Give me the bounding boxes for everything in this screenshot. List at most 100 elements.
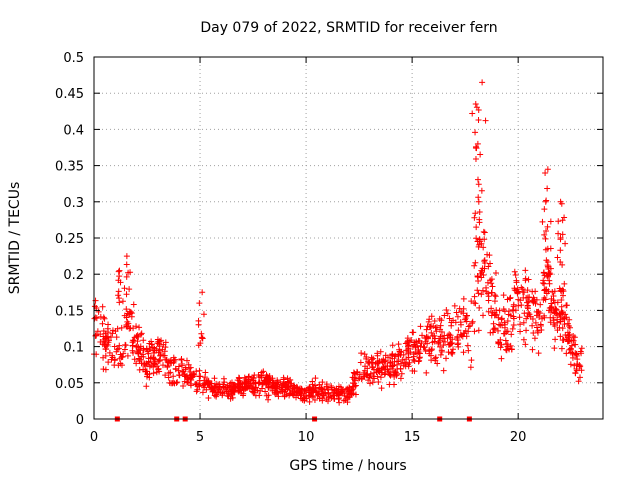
data-point [197, 340, 204, 347]
data-point [252, 392, 259, 399]
data-point [300, 394, 307, 401]
data-point [125, 320, 132, 327]
data-point [544, 245, 551, 252]
data-point [153, 363, 160, 370]
data-point [134, 348, 141, 355]
data-point [153, 346, 160, 353]
data-point [405, 354, 412, 361]
data-point [365, 360, 372, 367]
data-point [402, 340, 409, 347]
data-point [480, 228, 487, 235]
data-point [465, 323, 472, 330]
data-point [544, 166, 551, 173]
data-point [367, 371, 374, 378]
data-point [440, 367, 447, 374]
data-point [102, 352, 109, 359]
data-point [156, 356, 163, 363]
data-point [121, 285, 128, 292]
data-point [363, 355, 370, 362]
data-point [251, 386, 258, 393]
data-point [533, 308, 540, 315]
y-tick-label: 0.1 [63, 341, 84, 356]
data-point [281, 392, 288, 399]
data-point [162, 344, 169, 351]
data-point [382, 352, 389, 359]
data-point [507, 342, 514, 349]
data-point [498, 315, 505, 322]
data-point [520, 319, 527, 326]
data-point [102, 330, 109, 337]
data-point [131, 356, 138, 363]
data-point [463, 333, 470, 340]
data-point [463, 318, 470, 325]
data-point [473, 224, 480, 231]
data-point [331, 386, 338, 393]
data-point [412, 343, 419, 350]
data-point [164, 364, 171, 371]
data-point [394, 371, 401, 378]
data-point [508, 331, 515, 338]
data-point [467, 364, 474, 371]
data-point [200, 311, 207, 318]
data-point [549, 288, 556, 295]
data-point [375, 367, 382, 374]
data-point [114, 325, 121, 332]
data-point [476, 219, 483, 226]
data-point [105, 359, 112, 366]
data-point [536, 314, 543, 321]
data-point [127, 325, 134, 332]
data-point [199, 289, 206, 296]
data-point [172, 366, 179, 373]
data-point [460, 349, 467, 356]
data-point [411, 339, 418, 346]
data-point [229, 394, 236, 401]
data-point [375, 378, 382, 385]
data-point [465, 347, 472, 354]
data-point [402, 360, 409, 367]
data-point [206, 384, 213, 391]
data-point [455, 327, 462, 334]
data-point [111, 357, 118, 364]
data-point [165, 370, 172, 377]
data-point [92, 332, 99, 339]
data-point [474, 176, 481, 183]
data-point [518, 284, 525, 291]
data-point [471, 299, 478, 306]
data-point [113, 334, 120, 341]
data-point [536, 310, 543, 317]
data-point [180, 368, 187, 375]
data-point [478, 267, 485, 274]
data-point [440, 335, 447, 342]
data-point [429, 333, 436, 340]
data-point [505, 308, 512, 315]
data-point [280, 374, 287, 381]
data-point [550, 317, 557, 324]
data-point [123, 314, 130, 321]
data-point [319, 379, 326, 386]
data-point [476, 236, 483, 243]
data-point [150, 370, 157, 377]
data-point [460, 295, 467, 302]
data-point [491, 312, 498, 319]
data-point [123, 273, 130, 280]
data-point [529, 297, 536, 304]
data-point [294, 384, 301, 391]
axis-ticks: 0 0.05 0.1 0.15 0.2 0.25 0.3 0.35 0.4 0.45 0.5 0 5 10… [55, 51, 603, 445]
data-point [468, 357, 475, 364]
data-point [481, 265, 488, 272]
data-point [508, 346, 515, 353]
data-point [347, 390, 354, 397]
x-tick-label: 0 [90, 430, 98, 445]
data-point [176, 372, 183, 379]
data-point [563, 350, 570, 357]
data-point [452, 319, 459, 326]
data-point [546, 277, 553, 284]
data-point [102, 338, 109, 345]
x-tick-label: 5 [196, 430, 204, 445]
data-point [312, 382, 319, 389]
data-point [103, 343, 110, 350]
data-point [488, 305, 495, 312]
data-point [115, 288, 122, 295]
data-point [301, 390, 308, 397]
data-point [568, 337, 575, 344]
